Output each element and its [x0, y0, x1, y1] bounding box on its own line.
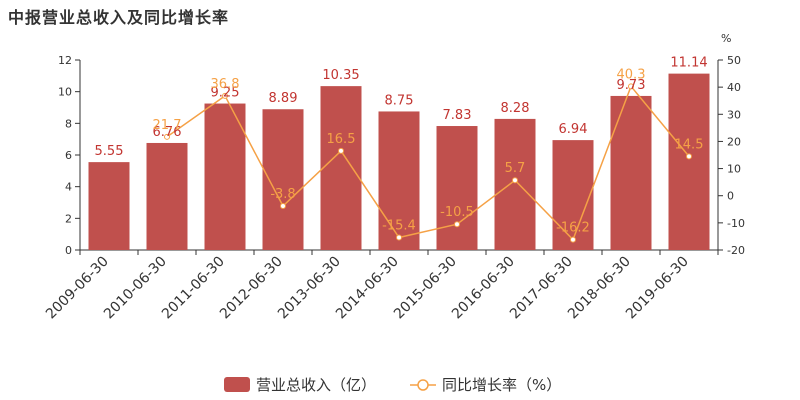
y-left-tick-label: 10 [58, 86, 72, 99]
revenue-label: 5.55 [95, 144, 124, 159]
revenue-label: 8.28 [501, 101, 530, 116]
legend: 营业总收入（亿） 同比增长率（%） [224, 376, 561, 394]
growth-label: 14.5 [675, 137, 704, 152]
revenue-bar [610, 95, 652, 250]
x-tick-label: 2019-06-30 [623, 254, 692, 323]
revenue-bar [668, 73, 710, 250]
growth-point [454, 221, 460, 228]
growth-label: 40.3 [617, 67, 646, 82]
legend-line-label: 同比增长率（%） [442, 376, 561, 394]
legend-line-marker [417, 379, 429, 391]
revenue-bar [146, 142, 188, 250]
growth-point [570, 236, 576, 243]
revenue-label: 9.73 [617, 78, 646, 93]
growth-label: -10.5 [440, 205, 474, 220]
growth-label: 16.5 [327, 132, 356, 147]
revenue-bar [320, 86, 362, 250]
revenue-bar [88, 162, 130, 250]
y-left-tick-label: 8 [65, 117, 72, 130]
data-labels: 5.55 6.76 9.25 8.89 10.35 8.75 7.83 8.28 6.94 9.7… [95, 56, 708, 236]
legend-bar-swatch [224, 377, 250, 392]
revenue-label: 6.94 [559, 122, 588, 137]
revenue-label: 7.83 [443, 108, 472, 123]
revenue-bar [436, 126, 478, 250]
revenue-label: 8.89 [269, 91, 298, 106]
growth-label: -3.8 [270, 187, 295, 202]
revenue-label: 10.35 [322, 68, 359, 83]
y-left-tick-label: 4 [65, 181, 72, 194]
revenue-bar [204, 103, 246, 251]
y-right-tick-label: 40 [727, 81, 741, 94]
revenue-label: 6.76 [153, 125, 182, 140]
y-right-unit: % [721, 32, 731, 45]
y-right-tick-label: 20 [727, 135, 741, 148]
growth-label: -15.4 [382, 219, 416, 234]
revenue-label: 8.75 [385, 93, 414, 108]
growth-label: -16.2 [556, 221, 590, 236]
growth-point [628, 83, 634, 90]
growth-point [512, 177, 518, 184]
revenue-bar [378, 111, 420, 250]
revenue-bar [552, 140, 594, 250]
growth-polyline [166, 84, 690, 242]
y-left-tick-label: 0 [65, 244, 72, 257]
growth-label: 36.8 [211, 77, 240, 92]
y-right-tick-label: -20 [727, 244, 745, 257]
y-left-tick-label: 2 [65, 212, 72, 225]
y-left-tick-label: 12 [58, 54, 72, 67]
growth-point [338, 147, 344, 154]
growth-point [396, 234, 402, 241]
y-right-tick-label: 10 [727, 163, 741, 176]
growth-label: 5.7 [505, 161, 526, 176]
growth-label: 21.7 [153, 118, 182, 133]
y-right-tick-label: 30 [727, 108, 741, 121]
revenue-bar [494, 118, 536, 251]
revenue-label: 9.25 [211, 86, 240, 101]
growth-point [222, 92, 228, 99]
revenue-label: 11.14 [670, 56, 707, 71]
growth-point [280, 203, 286, 210]
growth-point [164, 133, 170, 140]
bars [88, 73, 710, 251]
y-left-tick-label: 6 [65, 149, 72, 162]
y-right-tick-label: 50 [727, 54, 741, 67]
chart-title: 中报营业总收入及同比增长率 [8, 8, 230, 27]
growth-point [686, 153, 692, 160]
y-right-tick-label: 0 [727, 190, 734, 203]
y-right-tick-label: -10 [727, 217, 745, 230]
growth-line [164, 83, 692, 243]
legend-bar-label: 营业总收入（亿） [256, 376, 376, 394]
